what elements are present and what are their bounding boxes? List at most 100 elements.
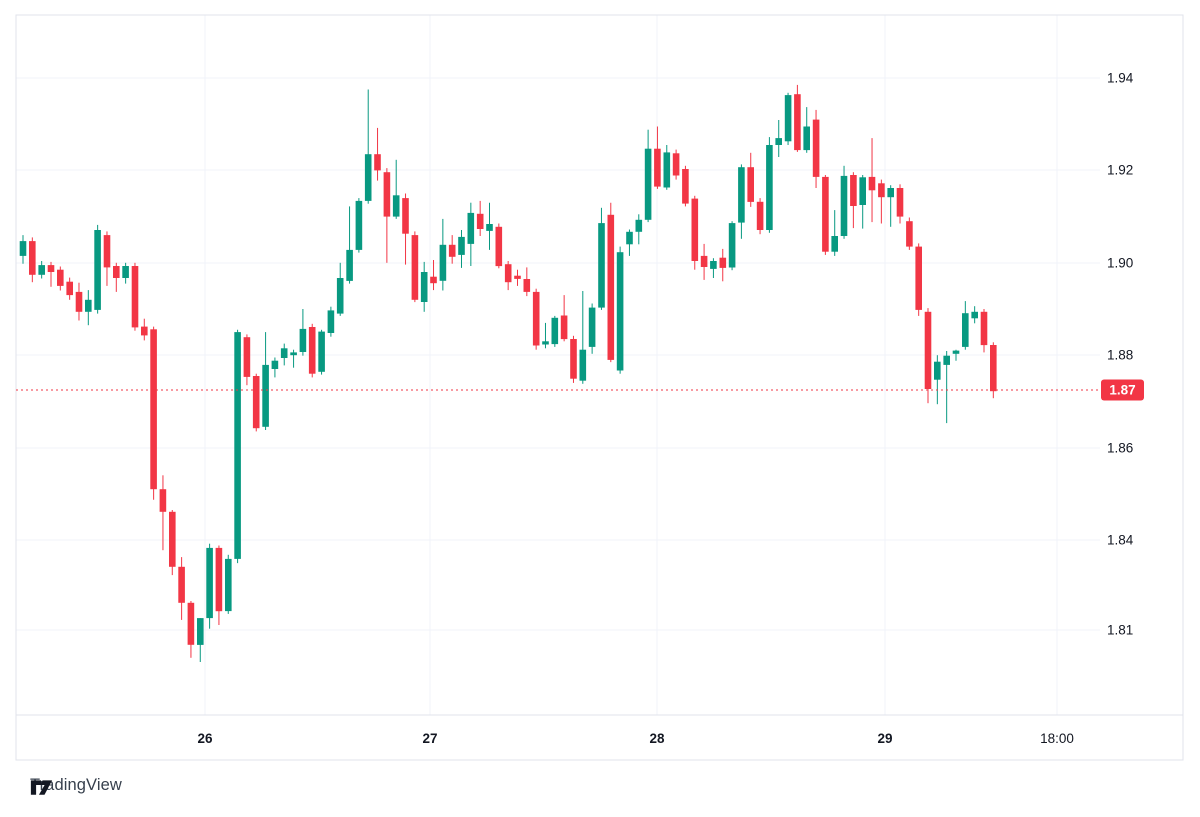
candle [243, 334, 251, 386]
candle [439, 218, 447, 291]
time-axis-label[interactable]: 26 [197, 731, 213, 746]
candle [327, 306, 335, 337]
candle-body [514, 275, 521, 279]
candle [383, 168, 391, 263]
candle-body [551, 317, 559, 345]
candle [318, 329, 325, 375]
candle [262, 332, 269, 430]
candle-body [822, 176, 829, 252]
candle [588, 303, 596, 354]
price-axis-label[interactable]: 1.94 [1107, 71, 1134, 86]
candle [411, 231, 419, 303]
candle-body [990, 345, 997, 392]
candle-body [728, 223, 736, 268]
candle [38, 261, 45, 279]
candle [225, 554, 232, 614]
candle [840, 165, 848, 239]
candle [19, 235, 27, 264]
candle [850, 172, 857, 229]
candle [206, 543, 213, 629]
candle-body [719, 257, 727, 268]
candle [710, 258, 717, 278]
candle [430, 260, 437, 291]
candle [336, 262, 344, 316]
candle-body [19, 241, 27, 256]
candle-body [38, 265, 45, 275]
candle [747, 152, 754, 207]
candle-body [430, 276, 437, 284]
candle-body [122, 266, 129, 278]
candle [924, 308, 932, 404]
candle-body [346, 249, 353, 281]
candle-body [308, 327, 316, 374]
candle-body [607, 214, 615, 360]
price-axis-label[interactable]: 1.86 [1107, 441, 1133, 456]
candle [719, 248, 727, 282]
candle-body [859, 177, 866, 205]
candle-body [262, 364, 269, 427]
candle-body [840, 175, 848, 236]
candle-body [588, 307, 596, 347]
price-axis-label[interactable]: 1.88 [1107, 348, 1133, 363]
candle [598, 207, 605, 310]
candle-body [887, 188, 894, 198]
candle-body [29, 241, 36, 275]
price-axis-label[interactable]: 1.81 [1107, 623, 1133, 638]
candle-body [906, 221, 913, 247]
tradingview-logo[interactable]: TradingView [30, 776, 122, 795]
time-axis-label[interactable]: 18:00 [1040, 731, 1074, 746]
candle-body [458, 236, 465, 255]
candle-body [710, 261, 717, 269]
candle-body [775, 138, 782, 145]
candle-body [495, 226, 503, 267]
candle-body [682, 169, 689, 204]
candle [775, 120, 782, 157]
candle-body [868, 176, 876, 191]
candle-body [738, 167, 745, 223]
candle [532, 288, 540, 350]
candle [906, 217, 913, 250]
candle [364, 89, 372, 204]
candle-body [570, 339, 577, 379]
candle-body [141, 326, 148, 336]
candle-body [644, 148, 652, 220]
candle-body [318, 331, 325, 372]
candle [644, 129, 652, 223]
candle [252, 373, 260, 432]
candle [458, 230, 465, 268]
time-axis-label[interactable]: 27 [422, 731, 437, 746]
candle-body [598, 223, 605, 308]
price-axis-label[interactable]: 1.92 [1107, 163, 1133, 178]
price-axis-label[interactable]: 1.90 [1107, 256, 1133, 271]
candle [234, 329, 241, 564]
candle [290, 349, 297, 368]
candle [878, 179, 885, 224]
candle [355, 198, 363, 253]
time-axis-label[interactable]: 29 [877, 731, 892, 746]
candle [691, 195, 699, 270]
candle [159, 475, 167, 551]
candle-body [794, 94, 801, 151]
candle-body [178, 566, 185, 603]
candle-body [57, 269, 64, 286]
candle [887, 185, 894, 227]
candle-body [252, 376, 260, 429]
candle-body [206, 547, 213, 619]
candle [551, 315, 559, 347]
candle [607, 202, 615, 363]
candle [66, 277, 73, 300]
candle-body [784, 95, 792, 142]
candle [803, 107, 810, 153]
candle [141, 318, 148, 341]
candle-body [355, 200, 363, 250]
candle [131, 262, 139, 331]
price-axis-label[interactable]: 1.84 [1107, 533, 1134, 548]
candle [187, 601, 195, 658]
time-axis-label[interactable]: 28 [649, 731, 665, 746]
candle-body [280, 348, 288, 358]
last-price-badge-label: 1.87 [1109, 383, 1135, 398]
candle [280, 343, 288, 366]
tradingview-mark-icon [30, 780, 53, 795]
